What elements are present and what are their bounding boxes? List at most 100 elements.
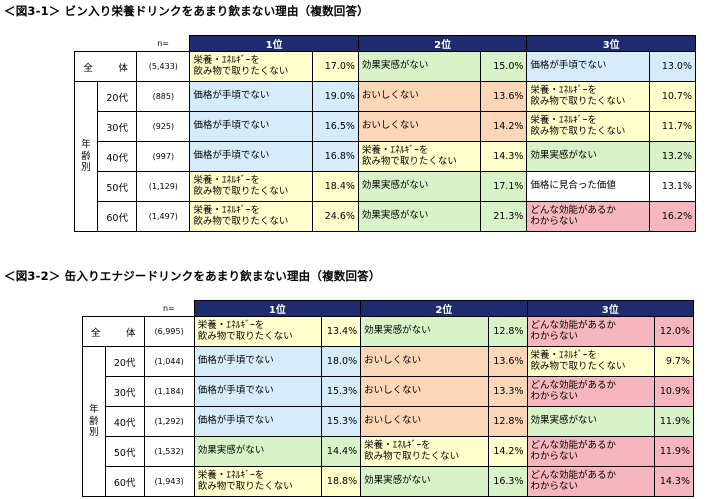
- reason-cell: おいしくない: [357, 81, 482, 112]
- percent-cell: 11.9%: [654, 406, 694, 437]
- figure-1-table: n= 1位 2位 3位全 体 (5,433) 栄養・ｴﾈﾙｷﾞｰを 飲み物で取りたくない 17…: [73, 35, 697, 232]
- age-n: (1,044): [143, 346, 195, 377]
- reason-cell: どんな効能があるか わからない: [526, 376, 656, 407]
- percent-cell: 24.6%: [311, 201, 359, 232]
- percent-cell: 16.5%: [311, 111, 359, 142]
- age-label: 20代: [97, 81, 138, 112]
- age-label: 20代: [104, 346, 145, 377]
- percent-cell: 12.8%: [487, 316, 528, 347]
- percent-cell: 13.6%: [480, 81, 528, 112]
- percent-cell: 18.4%: [311, 171, 359, 202]
- age-n: (925): [136, 111, 191, 142]
- header-row: n= 1位 2位 3位: [83, 300, 695, 317]
- age-n: (1,292): [143, 406, 195, 437]
- reason-cell: 価格に見合った価値: [526, 171, 650, 202]
- reason-cell: 栄養・ｴﾈﾙｷﾞｰを 飲み物で取りたくない: [189, 171, 313, 202]
- reason-cell: 栄養・ｴﾈﾙｷﾞｰを 飲み物で取りたくない: [526, 81, 650, 112]
- age-row: 30代 (925) 価格が手頃でない 16.5% おいしくない 14.2% 栄養・ｴﾈﾙｷﾞ…: [75, 111, 697, 142]
- reason-cell: 栄養・ｴﾈﾙｷﾞｰを 飲み物で取りたくない: [193, 316, 323, 347]
- rank-header: 1位: [189, 35, 359, 52]
- reason-cell: 効果実感がない: [357, 51, 482, 82]
- reason-cell: 効果実感がない: [357, 171, 482, 202]
- reason-cell: おいしくない: [360, 406, 489, 437]
- percent-cell: 14.4%: [321, 436, 362, 467]
- age-n: (1,943): [143, 466, 195, 497]
- age-row: 50代 (1,129) 栄養・ｴﾈﾙｷﾞｰを 飲み物で取りたくない 18.4% 効果実感が…: [75, 171, 697, 202]
- age-n: (1,497): [136, 201, 191, 232]
- age-n: (885): [136, 81, 191, 112]
- reason-cell: どんな効能があるか わからない: [526, 466, 656, 497]
- percent-cell: 10.9%: [654, 376, 694, 407]
- percent-cell: 12.8%: [487, 406, 528, 437]
- age-n: (1,532): [143, 436, 195, 467]
- age-row: 30代 (1,184) 価格が手頃でない 15.3% おいしくない 13.3% どんな効能が…: [83, 376, 694, 407]
- age-label: 50代: [97, 171, 138, 202]
- age-row: 年齢別 20代 (885) 価格が手頃でない 19.0% おいしくない 13.6% 栄養・ｴﾈ…: [73, 81, 697, 232]
- age-row: 60代 (1,497) 栄養・ｴﾈﾙｷﾞｰを 飲み物で取りたくない 24.6% 効果実感が…: [75, 201, 697, 232]
- reason-cell: おいしくない: [360, 376, 489, 407]
- header-blank: [83, 301, 145, 317]
- age-label: 40代: [104, 406, 145, 437]
- total-label: 全 体: [82, 316, 145, 347]
- total-row: 全 体 (5,433) 栄養・ｴﾈﾙｷﾞｰを 飲み物で取りたくない 17.0% 効果実感が…: [73, 51, 697, 82]
- reason-cell: どんな効能があるか わからない: [526, 316, 656, 347]
- reason-cell: 栄養・ｴﾈﾙｷﾞｰを 飲み物で取りたくない: [360, 436, 489, 467]
- percent-cell: 15.0%: [480, 51, 528, 82]
- percent-cell: 14.3%: [480, 141, 528, 172]
- reason-cell: 価格が手頃でない: [526, 51, 650, 82]
- rank-header: 2位: [360, 300, 528, 317]
- percent-cell: 16.8%: [311, 141, 359, 172]
- age-row: 年齢別 20代 (1,044) 価格が手頃でない 18.0% おいしくない 13.6% 栄養・…: [82, 346, 694, 497]
- n-label: n=: [162, 303, 175, 313]
- figure-1-title: ＜図3-1＞ ビン入り栄養ドリンクをあまり飲まない理由（複数回答）: [4, 4, 369, 18]
- age-n: (997): [136, 141, 191, 172]
- reason-cell: 効果実感がない: [360, 466, 489, 497]
- percent-cell: 13.6%: [487, 346, 528, 377]
- age-row: 40代 (997) 価格が手頃でない 16.8% 栄養・ｴﾈﾙｷﾞｰを 飲み物で取りたくな…: [75, 141, 697, 172]
- reason-cell: 価格が手頃でない: [189, 111, 313, 142]
- percent-cell: 13.1%: [648, 171, 697, 202]
- percent-cell: 11.9%: [654, 436, 694, 467]
- reason-cell: 価格が手頃でない: [193, 346, 323, 377]
- percent-cell: 10.7%: [648, 81, 697, 112]
- reason-cell: どんな効能があるか わからない: [526, 201, 650, 232]
- percent-cell: 16.2%: [648, 201, 697, 232]
- age-n: (1,129): [136, 171, 191, 202]
- percent-cell: 15.3%: [321, 406, 362, 437]
- reason-cell: 効果実感がない: [526, 141, 650, 172]
- age-group-label: 年齢別: [73, 81, 99, 232]
- reason-cell: 効果実感がない: [526, 406, 656, 437]
- n-label: n=: [157, 38, 169, 48]
- total-n: (5,433): [136, 51, 191, 82]
- age-n: (1,184): [143, 376, 195, 407]
- total-n: (6,995): [143, 316, 195, 347]
- age-row: 60代 (1,943) 栄養・ｴﾈﾙｷﾞｰを 飲み物で取りたくない 18.8% 効果実感が…: [83, 466, 694, 497]
- percent-cell: 11.7%: [648, 111, 697, 142]
- header-row: n= 1位 2位 3位: [75, 35, 696, 52]
- reason-cell: 栄養・ｴﾈﾙｷﾞｰを 飲み物で取りたくない: [189, 201, 313, 232]
- age-row: 40代 (1,292) 価格が手頃でない 15.3% おいしくない 12.8% 効果実感がな…: [83, 406, 694, 437]
- reason-cell: 価格が手頃でない: [189, 81, 313, 112]
- percent-cell: 12.0%: [654, 316, 694, 347]
- reason-cell: 栄養・ｴﾈﾙｷﾞｰを 飲み物で取りたくない: [357, 141, 482, 172]
- percent-cell: 14.3%: [654, 466, 694, 497]
- age-row: 50代 (1,532) 効果実感がない 14.4% 栄養・ｴﾈﾙｷﾞｰを 飲み物で取りたく…: [83, 436, 694, 467]
- figure-2-title: ＜図3-2＞ 缶入りエナジードリンクをあまり飲まない理由（複数回答）: [4, 269, 381, 283]
- reason-cell: 効果実感がない: [357, 201, 482, 232]
- reason-cell: 栄養・ｴﾈﾙｷﾞｰを 飲み物で取りたくない: [189, 51, 313, 82]
- reason-cell: 栄養・ｴﾈﾙｷﾞｰを 飲み物で取りたくない: [526, 346, 656, 377]
- age-label: 60代: [97, 201, 138, 232]
- percent-cell: 17.0%: [311, 51, 359, 82]
- percent-cell: 17.1%: [480, 171, 528, 202]
- percent-cell: 14.2%: [487, 436, 528, 467]
- percent-cell: 13.0%: [648, 51, 697, 82]
- rank-header: 1位: [193, 300, 362, 317]
- reason-cell: おいしくない: [360, 346, 489, 377]
- percent-cell: 16.3%: [487, 466, 528, 497]
- age-label: 30代: [104, 376, 145, 407]
- rank-header: 3位: [526, 35, 696, 52]
- total-row: 全 体 (6,995) 栄養・ｴﾈﾙｷﾞｰを 飲み物で取りたくない 13.4% 効果実感が…: [82, 316, 694, 347]
- reason-cell: 効果実感がない: [193, 436, 323, 467]
- rank-header: 3位: [526, 300, 695, 317]
- percent-cell: 13.2%: [648, 141, 697, 172]
